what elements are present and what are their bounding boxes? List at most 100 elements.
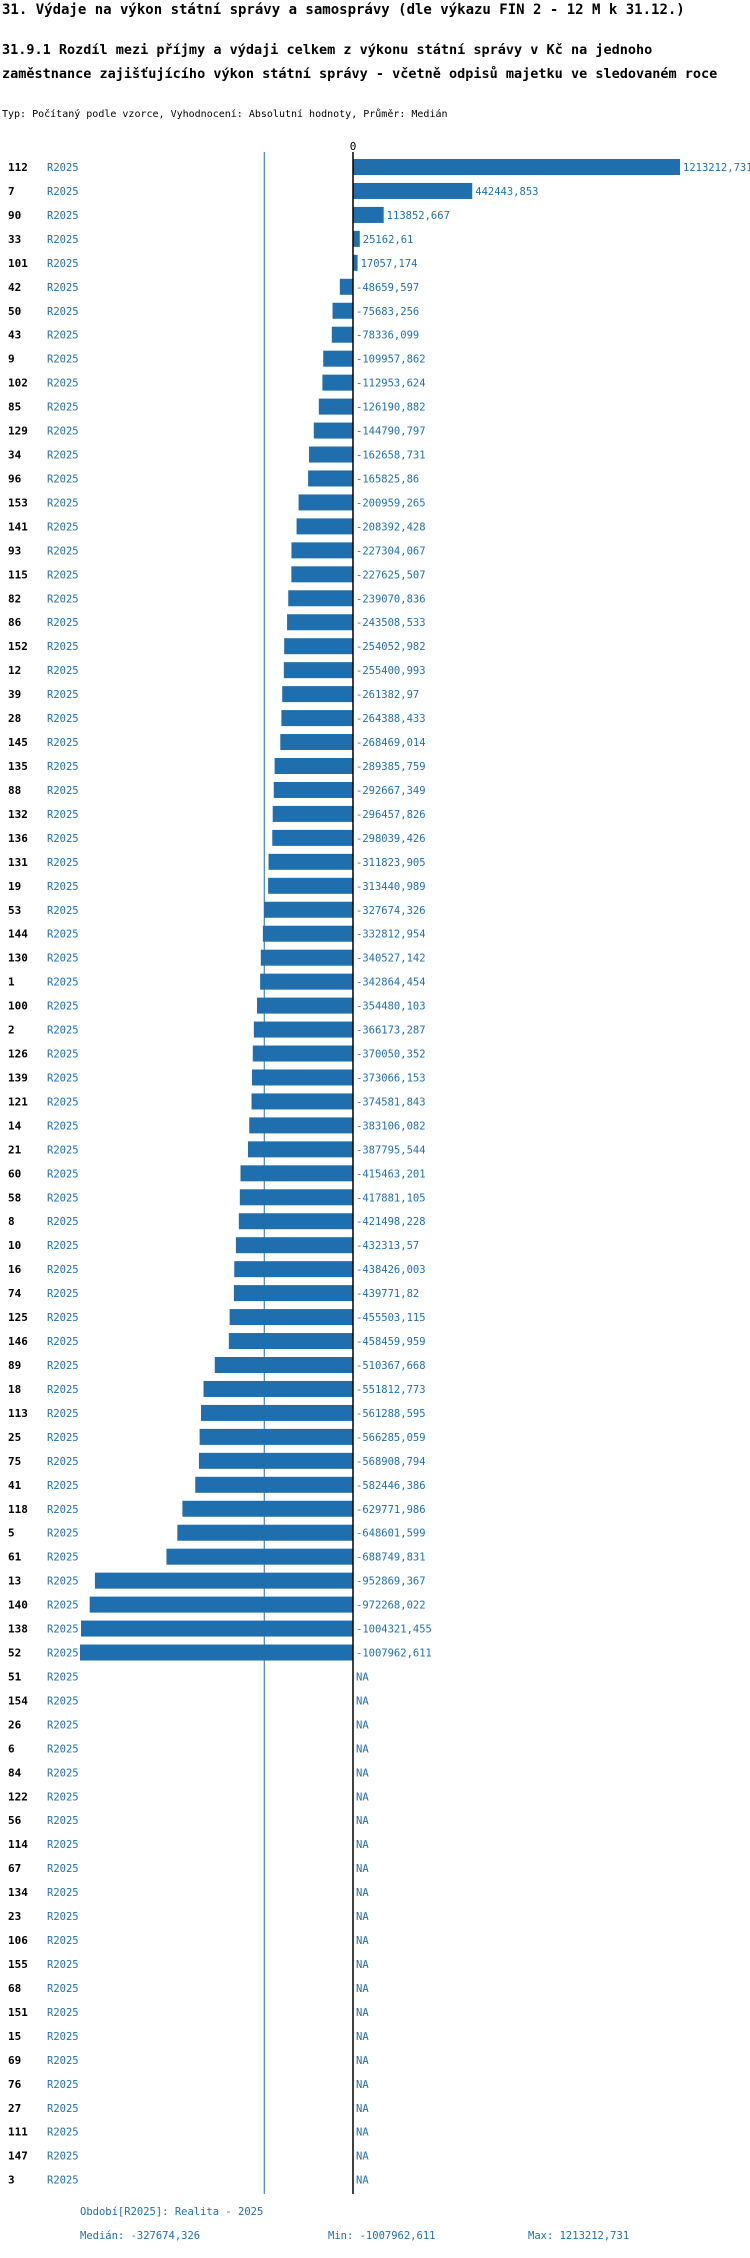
value-label: -354480,103 <box>356 1001 426 1013</box>
bar <box>322 374 353 391</box>
row-period-label: R2025 <box>47 1120 79 1132</box>
row-period-label: R2025 <box>47 641 79 653</box>
value-label: -264388,433 <box>356 713 426 725</box>
chart-type-line: Typ: Počítaný podle vzorce, Vyhodnocení:… <box>2 109 448 120</box>
value-label: NA <box>356 1695 369 1707</box>
row-id-label: 131 <box>8 856 28 869</box>
bar <box>264 901 353 918</box>
value-label: NA <box>356 2175 369 2187</box>
value-label: -165825,86 <box>356 473 419 485</box>
row-id-label: 18 <box>8 1383 21 1396</box>
value-label: -370050,352 <box>356 1049 426 1061</box>
bar <box>353 230 360 247</box>
value-label: -432313,57 <box>356 1240 419 1252</box>
row-period-label: R2025 <box>47 1096 79 1108</box>
row-period-label: R2025 <box>47 378 79 390</box>
bar <box>214 1357 353 1373</box>
bar <box>353 206 384 223</box>
value-label: -438426,003 <box>356 1264 426 1276</box>
row-id-label: 126 <box>8 1048 28 1061</box>
value-label: NA <box>356 1863 369 1875</box>
row-id-label: 23 <box>8 1910 21 1923</box>
value-label: -648601,599 <box>356 1528 426 1540</box>
bar <box>323 350 353 367</box>
bar <box>284 638 353 655</box>
row-period-label: R2025 <box>47 497 79 509</box>
bar <box>238 1213 353 1230</box>
row-period-label: R2025 <box>47 1264 79 1276</box>
bar <box>353 182 473 199</box>
row-period-label: R2025 <box>47 1839 79 1851</box>
value-label: NA <box>356 1935 369 1947</box>
row-id-label: 67 <box>8 1862 21 1875</box>
row-period-label: R2025 <box>47 473 79 485</box>
bar <box>272 805 353 822</box>
value-label: -255400,993 <box>356 665 426 677</box>
row-period-label: R2025 <box>47 1743 79 1755</box>
bar <box>94 1572 354 1589</box>
bar <box>313 422 353 439</box>
row-id-label: 75 <box>8 1455 21 1468</box>
bar <box>296 518 353 535</box>
row-id-label: 84 <box>8 1766 22 1779</box>
bar <box>298 494 353 511</box>
value-label: -227304,067 <box>356 545 426 557</box>
row-period-label: R2025 <box>47 1168 79 1180</box>
row-period-label: R2025 <box>47 450 79 462</box>
row-period-label: R2025 <box>47 1072 79 1084</box>
bar <box>281 710 353 727</box>
row-period-label: R2025 <box>47 2079 79 2091</box>
row-id-label: 3 <box>8 2174 15 2187</box>
row-id-label: 28 <box>8 712 21 725</box>
value-label: 17057,174 <box>361 258 418 270</box>
row-period-label: R2025 <box>47 1504 79 1516</box>
row-period-label: R2025 <box>47 1815 79 1827</box>
value-label: 1213212,731 <box>683 162 750 174</box>
max-label: Max: 1213212,731 <box>528 2230 630 2242</box>
row-period-label: R2025 <box>47 881 79 893</box>
value-label: NA <box>356 1983 369 1995</box>
value-label: -629771,986 <box>356 1504 426 1516</box>
row-id-label: 34 <box>8 449 22 462</box>
bar <box>287 614 353 631</box>
row-period-label: R2025 <box>47 1240 79 1252</box>
period-legend: Období[R2025]: Realita - 2025 <box>80 2206 264 2218</box>
value-label: -289385,759 <box>356 761 426 773</box>
row-period-label: R2025 <box>47 617 79 629</box>
bar <box>308 446 353 463</box>
value-label: NA <box>356 2055 369 2067</box>
value-label: -200959,265 <box>356 497 426 509</box>
bar <box>252 1045 353 1062</box>
row-period-label: R2025 <box>47 857 79 869</box>
bar <box>308 470 353 487</box>
row-id-label: 21 <box>8 1143 22 1156</box>
bar <box>353 159 680 175</box>
row-id-label: 51 <box>8 1670 22 1683</box>
row-id-label: 135 <box>8 760 28 773</box>
bar <box>332 302 353 319</box>
row-period-label: R2025 <box>47 258 79 270</box>
value-label: -373066,153 <box>356 1072 426 1084</box>
row-period-label: R2025 <box>47 1144 79 1156</box>
row-id-label: 60 <box>8 1167 21 1180</box>
row-id-label: 85 <box>8 401 21 414</box>
value-label: -952869,367 <box>356 1576 426 1588</box>
row-period-label: R2025 <box>47 330 79 342</box>
value-label: -455503,115 <box>356 1312 426 1324</box>
bar <box>291 566 353 583</box>
row-id-label: 33 <box>8 233 21 246</box>
row-id-label: 50 <box>8 305 21 318</box>
row-id-label: 88 <box>8 784 21 797</box>
row-id-label: 111 <box>8 2126 28 2139</box>
value-label: -126190,882 <box>356 402 426 414</box>
row-id-label: 82 <box>8 592 21 605</box>
row-id-label: 141 <box>8 520 28 533</box>
row-id-label: 42 <box>8 281 21 294</box>
bar <box>235 1237 353 1254</box>
value-label: -582446,386 <box>356 1480 426 1492</box>
row-id-label: 56 <box>8 1814 22 1827</box>
row-id-label: 93 <box>8 544 21 557</box>
chart-subtitle: 31.9.1 Rozdíl mezi příjmy a výdaji celke… <box>2 42 718 82</box>
row-id-label: 9 <box>8 353 15 366</box>
row-period-label: R2025 <box>47 1887 79 1899</box>
